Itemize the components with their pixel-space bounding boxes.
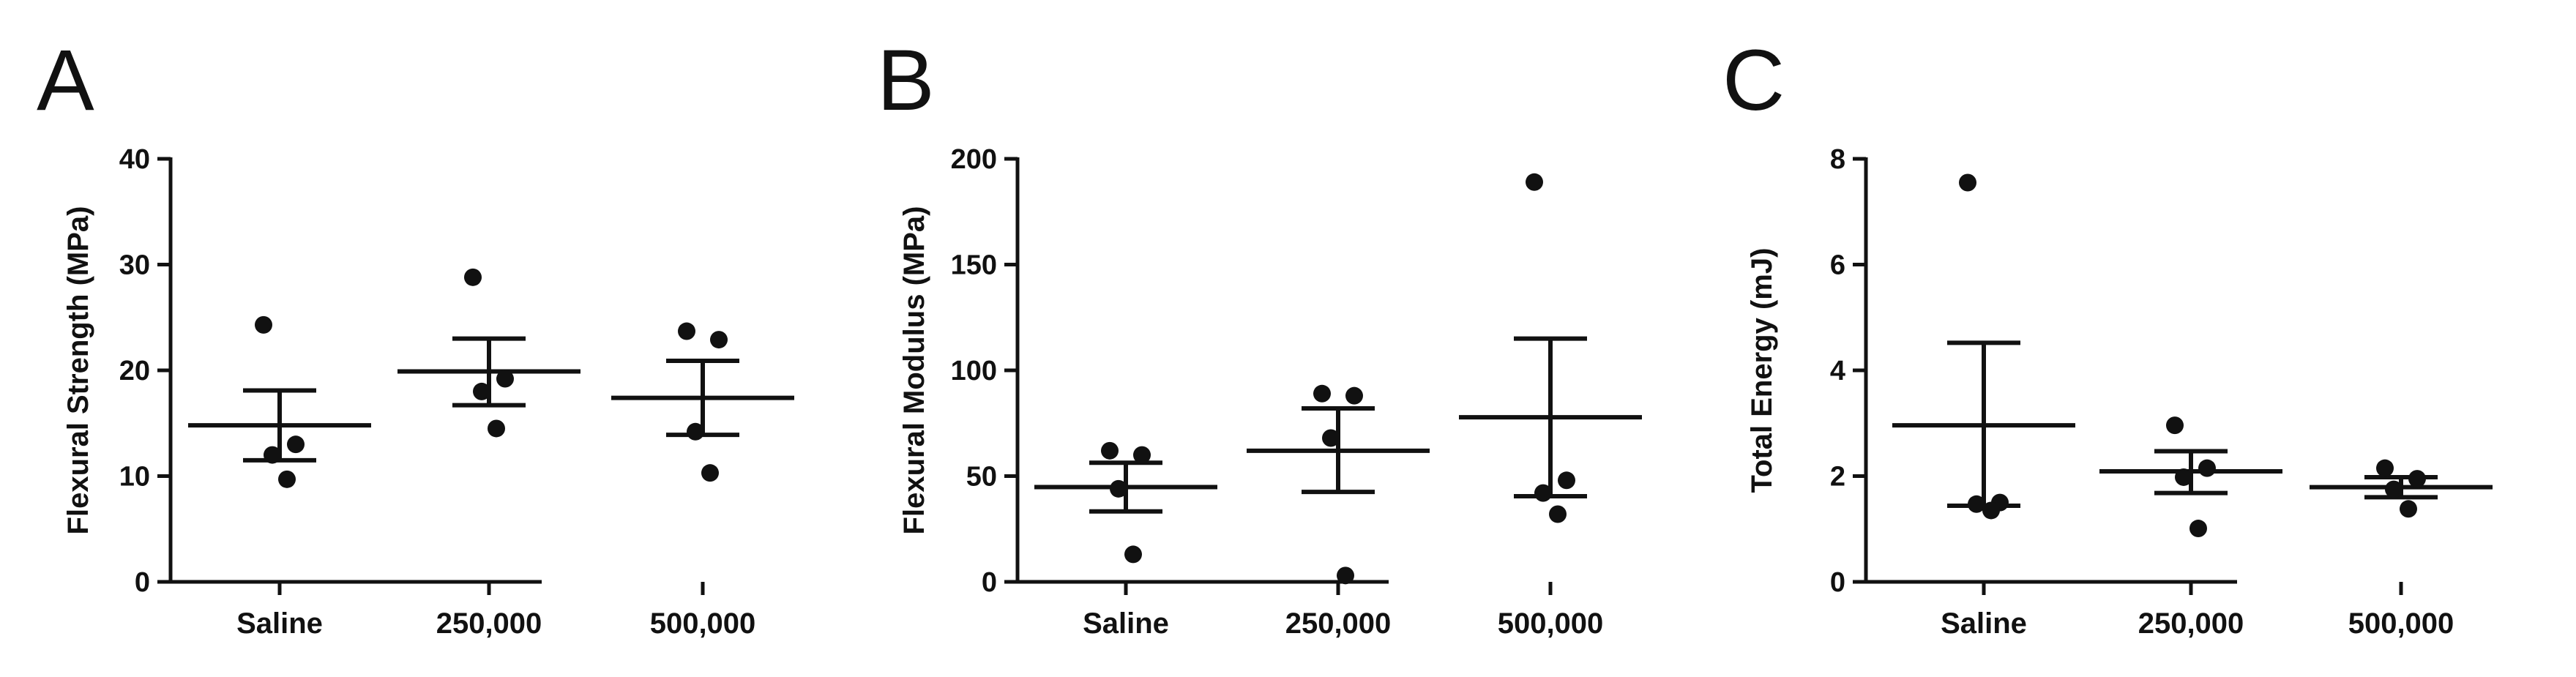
data-point bbox=[287, 435, 305, 454]
data-point bbox=[701, 464, 719, 482]
y-tick-label: 0 bbox=[982, 567, 997, 598]
data-point bbox=[2189, 520, 2207, 538]
y-tick-label: 0 bbox=[1830, 567, 1845, 598]
y-tick-label: 2 bbox=[1830, 462, 1845, 493]
x-category-label: 500,000 bbox=[1498, 607, 1604, 640]
panel-letter: A bbox=[37, 32, 94, 129]
data-point bbox=[2400, 500, 2417, 518]
data-point bbox=[1982, 501, 2000, 520]
y-tick-label: 10 bbox=[119, 462, 150, 493]
data-point bbox=[264, 446, 281, 464]
data-point bbox=[2166, 416, 2184, 435]
data-point bbox=[710, 331, 728, 349]
x-category-label: 250,000 bbox=[1285, 607, 1392, 640]
data-point bbox=[464, 268, 482, 286]
y-tick-label: 0 bbox=[135, 567, 150, 598]
panel-letter: B bbox=[877, 32, 935, 129]
y-tick-label: 200 bbox=[951, 144, 997, 175]
data-point bbox=[1549, 505, 1567, 523]
data-point bbox=[678, 322, 695, 340]
data-point bbox=[2198, 459, 2216, 477]
y-tick-label: 100 bbox=[951, 356, 997, 386]
y-axis-label: Flexural Modulus (MPa) bbox=[898, 206, 930, 535]
y-tick-label: 50 bbox=[966, 462, 997, 493]
data-point bbox=[2376, 459, 2394, 477]
y-tick-label: 8 bbox=[1830, 144, 1845, 175]
data-point bbox=[1968, 495, 1985, 513]
data-point bbox=[255, 315, 272, 334]
data-point bbox=[1322, 429, 1340, 447]
y-axis-label: Flexural Strength (MPa) bbox=[62, 206, 94, 535]
data-point bbox=[1558, 471, 1575, 490]
data-point bbox=[473, 382, 490, 400]
panel-letter: C bbox=[1722, 32, 1785, 129]
y-tick-label: 20 bbox=[119, 356, 150, 386]
y-tick-label: 6 bbox=[1830, 250, 1845, 281]
data-point bbox=[1345, 386, 1363, 405]
data-point bbox=[1534, 484, 1552, 502]
x-category-label: 500,000 bbox=[2348, 607, 2454, 640]
x-category-label: Saline bbox=[1083, 607, 1169, 640]
data-point bbox=[2175, 468, 2192, 486]
y-axis-label: Total Energy (mJ) bbox=[1746, 248, 1778, 493]
data-point bbox=[488, 419, 505, 438]
data-point bbox=[2408, 470, 2426, 488]
x-category-label: 500,000 bbox=[650, 607, 756, 640]
data-point bbox=[1337, 566, 1354, 585]
y-tick-label: 40 bbox=[119, 144, 150, 175]
data-point bbox=[1124, 545, 1142, 564]
y-tick-label: 150 bbox=[951, 250, 997, 281]
y-tick-label: 30 bbox=[119, 250, 150, 281]
x-category-label: 250,000 bbox=[2138, 607, 2244, 640]
x-category-label: Saline bbox=[236, 607, 323, 640]
data-point bbox=[1101, 441, 1119, 460]
data-point bbox=[1959, 173, 1976, 192]
data-point bbox=[2385, 480, 2403, 498]
x-category-label: Saline bbox=[1941, 607, 2027, 640]
data-point bbox=[278, 470, 296, 488]
y-tick-label: 4 bbox=[1830, 356, 1845, 386]
x-category-label: 250,000 bbox=[436, 607, 542, 640]
data-point bbox=[687, 422, 704, 441]
data-point bbox=[1110, 479, 1127, 498]
data-point bbox=[1526, 173, 1543, 191]
data-point bbox=[496, 370, 514, 388]
data-point bbox=[1313, 384, 1331, 403]
data-point bbox=[1133, 446, 1151, 464]
